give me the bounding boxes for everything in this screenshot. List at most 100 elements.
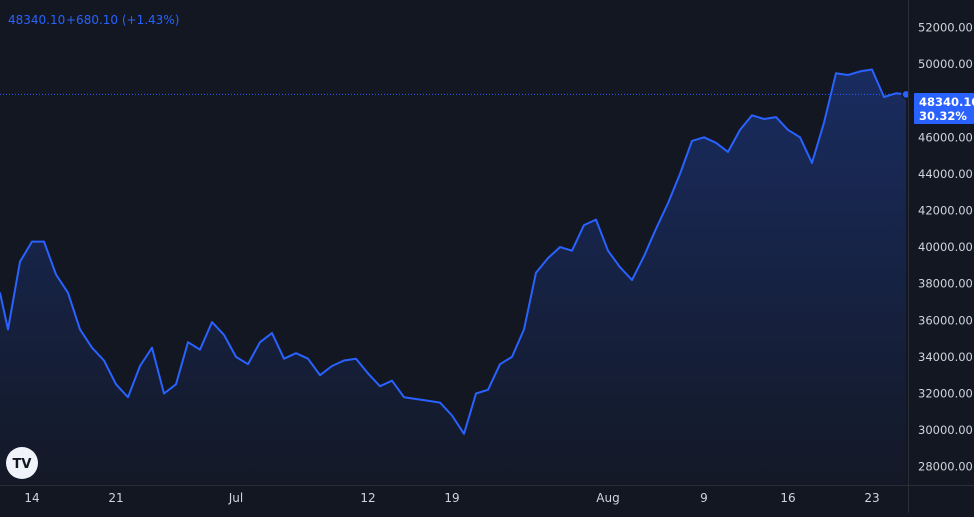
data-point — [667, 202, 669, 204]
y-tick-label: 44000.00 — [918, 167, 973, 181]
data-point — [139, 365, 141, 367]
data-point — [463, 433, 465, 435]
last-price-percent: 30.32% — [919, 109, 967, 123]
x-tick-label: 16 — [780, 491, 795, 505]
data-point — [295, 352, 297, 355]
data-point — [223, 334, 225, 336]
data-point — [331, 365, 333, 367]
logo-circle — [6, 447, 38, 479]
price-axis[interactable]: 28000.00 30000.00 32000.00 34000.00 36000.00… — [918, 20, 973, 473]
data-point — [355, 357, 357, 360]
data-point — [571, 249, 573, 252]
data-point — [247, 363, 249, 366]
data-point — [163, 392, 165, 395]
x-tick-label: 19 — [444, 491, 459, 505]
data-point — [7, 328, 9, 331]
data-point — [595, 218, 597, 221]
data-point — [343, 359, 345, 362]
data-point — [391, 379, 393, 382]
data-point — [379, 385, 381, 388]
legend-change: +680.10 (+1.43%) — [66, 13, 179, 27]
data-point — [691, 140, 693, 142]
data-point — [715, 142, 717, 144]
data-point — [0, 292, 1, 294]
data-point — [115, 383, 117, 386]
data-point — [787, 129, 789, 131]
data-point — [775, 116, 777, 118]
data-point — [871, 68, 873, 71]
data-point — [763, 118, 765, 120]
area-fill-layer — [0, 69, 906, 485]
y-tick-label: 40000.00 — [918, 240, 973, 254]
tradingview-logo-icon[interactable]: TV — [6, 447, 38, 479]
data-point — [43, 240, 45, 243]
data-point — [679, 173, 681, 175]
data-point — [511, 356, 513, 358]
data-point — [403, 396, 405, 399]
last-price-tag-background — [914, 93, 974, 124]
data-point — [799, 136, 801, 139]
data-point — [487, 389, 489, 391]
legend: 48340.10 +680.10 (+1.43%) — [8, 13, 179, 27]
legend-last-price: 48340.10 — [8, 13, 65, 27]
data-point — [55, 273, 57, 276]
data-point — [187, 341, 189, 344]
data-point — [283, 357, 285, 360]
y-tick-label: 32000.00 — [918, 386, 973, 400]
data-point — [643, 255, 645, 257]
data-point — [427, 400, 429, 402]
data-point — [751, 114, 753, 117]
data-point — [127, 396, 129, 399]
data-point — [199, 348, 201, 351]
data-point — [151, 346, 153, 349]
data-point — [499, 363, 501, 366]
y-tick-label: 38000.00 — [918, 277, 973, 291]
y-tick-label: 30000.00 — [918, 423, 973, 437]
data-point — [439, 401, 441, 404]
data-point — [31, 240, 33, 243]
y-tick-label: 46000.00 — [918, 130, 973, 144]
data-point — [859, 70, 861, 73]
data-point — [895, 92, 897, 95]
data-point — [259, 341, 261, 344]
data-point — [559, 246, 561, 248]
y-tick-label: 28000.00 — [918, 460, 973, 474]
y-tick-label: 50000.00 — [918, 57, 973, 71]
x-tick-label: 23 — [864, 491, 879, 505]
data-point — [67, 292, 69, 294]
data-point — [79, 328, 81, 331]
data-point — [835, 72, 837, 74]
data-point — [235, 356, 237, 358]
data-point — [619, 266, 621, 269]
x-tick-label: 12 — [360, 491, 375, 505]
y-tick-label: 52000.00 — [918, 20, 973, 34]
data-point — [307, 357, 309, 360]
price-area-fill — [0, 69, 906, 485]
x-tick-label: Jul — [228, 491, 243, 505]
y-tick-label: 42000.00 — [918, 203, 973, 217]
time-axis[interactable]: 14 21 Jul 12 19 Aug 9 16 23 — [24, 491, 879, 505]
data-point — [535, 271, 537, 274]
logo-text: TV — [13, 457, 32, 472]
data-point — [211, 321, 213, 323]
data-point — [655, 228, 657, 230]
data-point — [823, 121, 825, 124]
data-point — [103, 359, 105, 362]
y-tick-label: 36000.00 — [918, 313, 973, 327]
data-point — [523, 328, 525, 331]
data-point — [91, 346, 93, 349]
data-point — [271, 332, 273, 334]
y-tick-label: 34000.00 — [918, 350, 973, 364]
data-point — [475, 392, 477, 395]
data-point — [631, 279, 633, 281]
x-tick-label: 21 — [108, 491, 123, 505]
data-point — [415, 398, 417, 400]
data-point — [739, 129, 741, 131]
data-point — [451, 414, 453, 417]
price-line-layer — [0, 68, 907, 435]
data-point — [367, 372, 369, 375]
data-point — [19, 260, 21, 263]
last-price-value: 48340.10 — [919, 95, 974, 109]
